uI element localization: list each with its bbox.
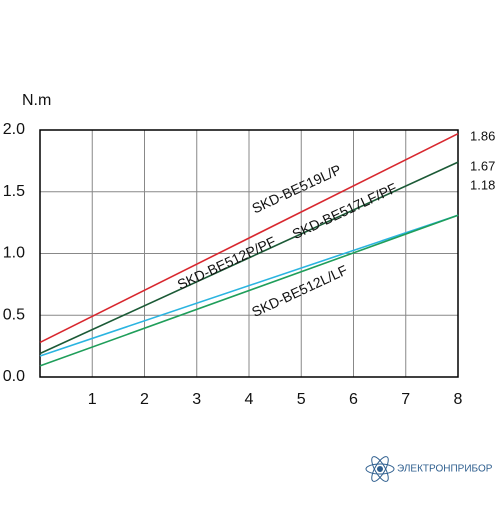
series-label: SKD-BE512P/PF [175,233,278,293]
x-tick-label: 2 [140,391,149,408]
end-annotation: 1.67 [470,158,495,173]
x-tick-label: 5 [297,391,306,408]
y-tick-label: 1.0 [3,245,25,262]
series-label: SKD-BE512L/LF [249,262,350,320]
series-line [39,214,459,357]
series-line [39,132,459,344]
y-axis-label: N.m [22,92,51,109]
series-line [39,214,459,367]
series-line [39,161,459,355]
x-tick-label: 4 [245,391,254,408]
x-tick-label: 7 [401,391,410,408]
x-tick-label: 3 [192,391,201,408]
x-tick-label: 1 [88,391,97,408]
y-tick-label: 0.5 [3,306,25,323]
logo-icon [365,456,395,482]
x-tick-label: 8 [454,391,463,408]
plot-frame [39,129,459,378]
y-tick-label: 0.0 [3,368,25,385]
end-annotation: 1.86 [470,128,495,143]
end-annotation: 1.18 [470,177,495,192]
logo-text: ЭЛЕКТРОНПРИБОР [397,464,493,475]
y-tick-label: 2.0 [3,121,25,138]
y-tick-label: 1.5 [3,183,25,200]
x-tick-label: 6 [349,391,358,408]
